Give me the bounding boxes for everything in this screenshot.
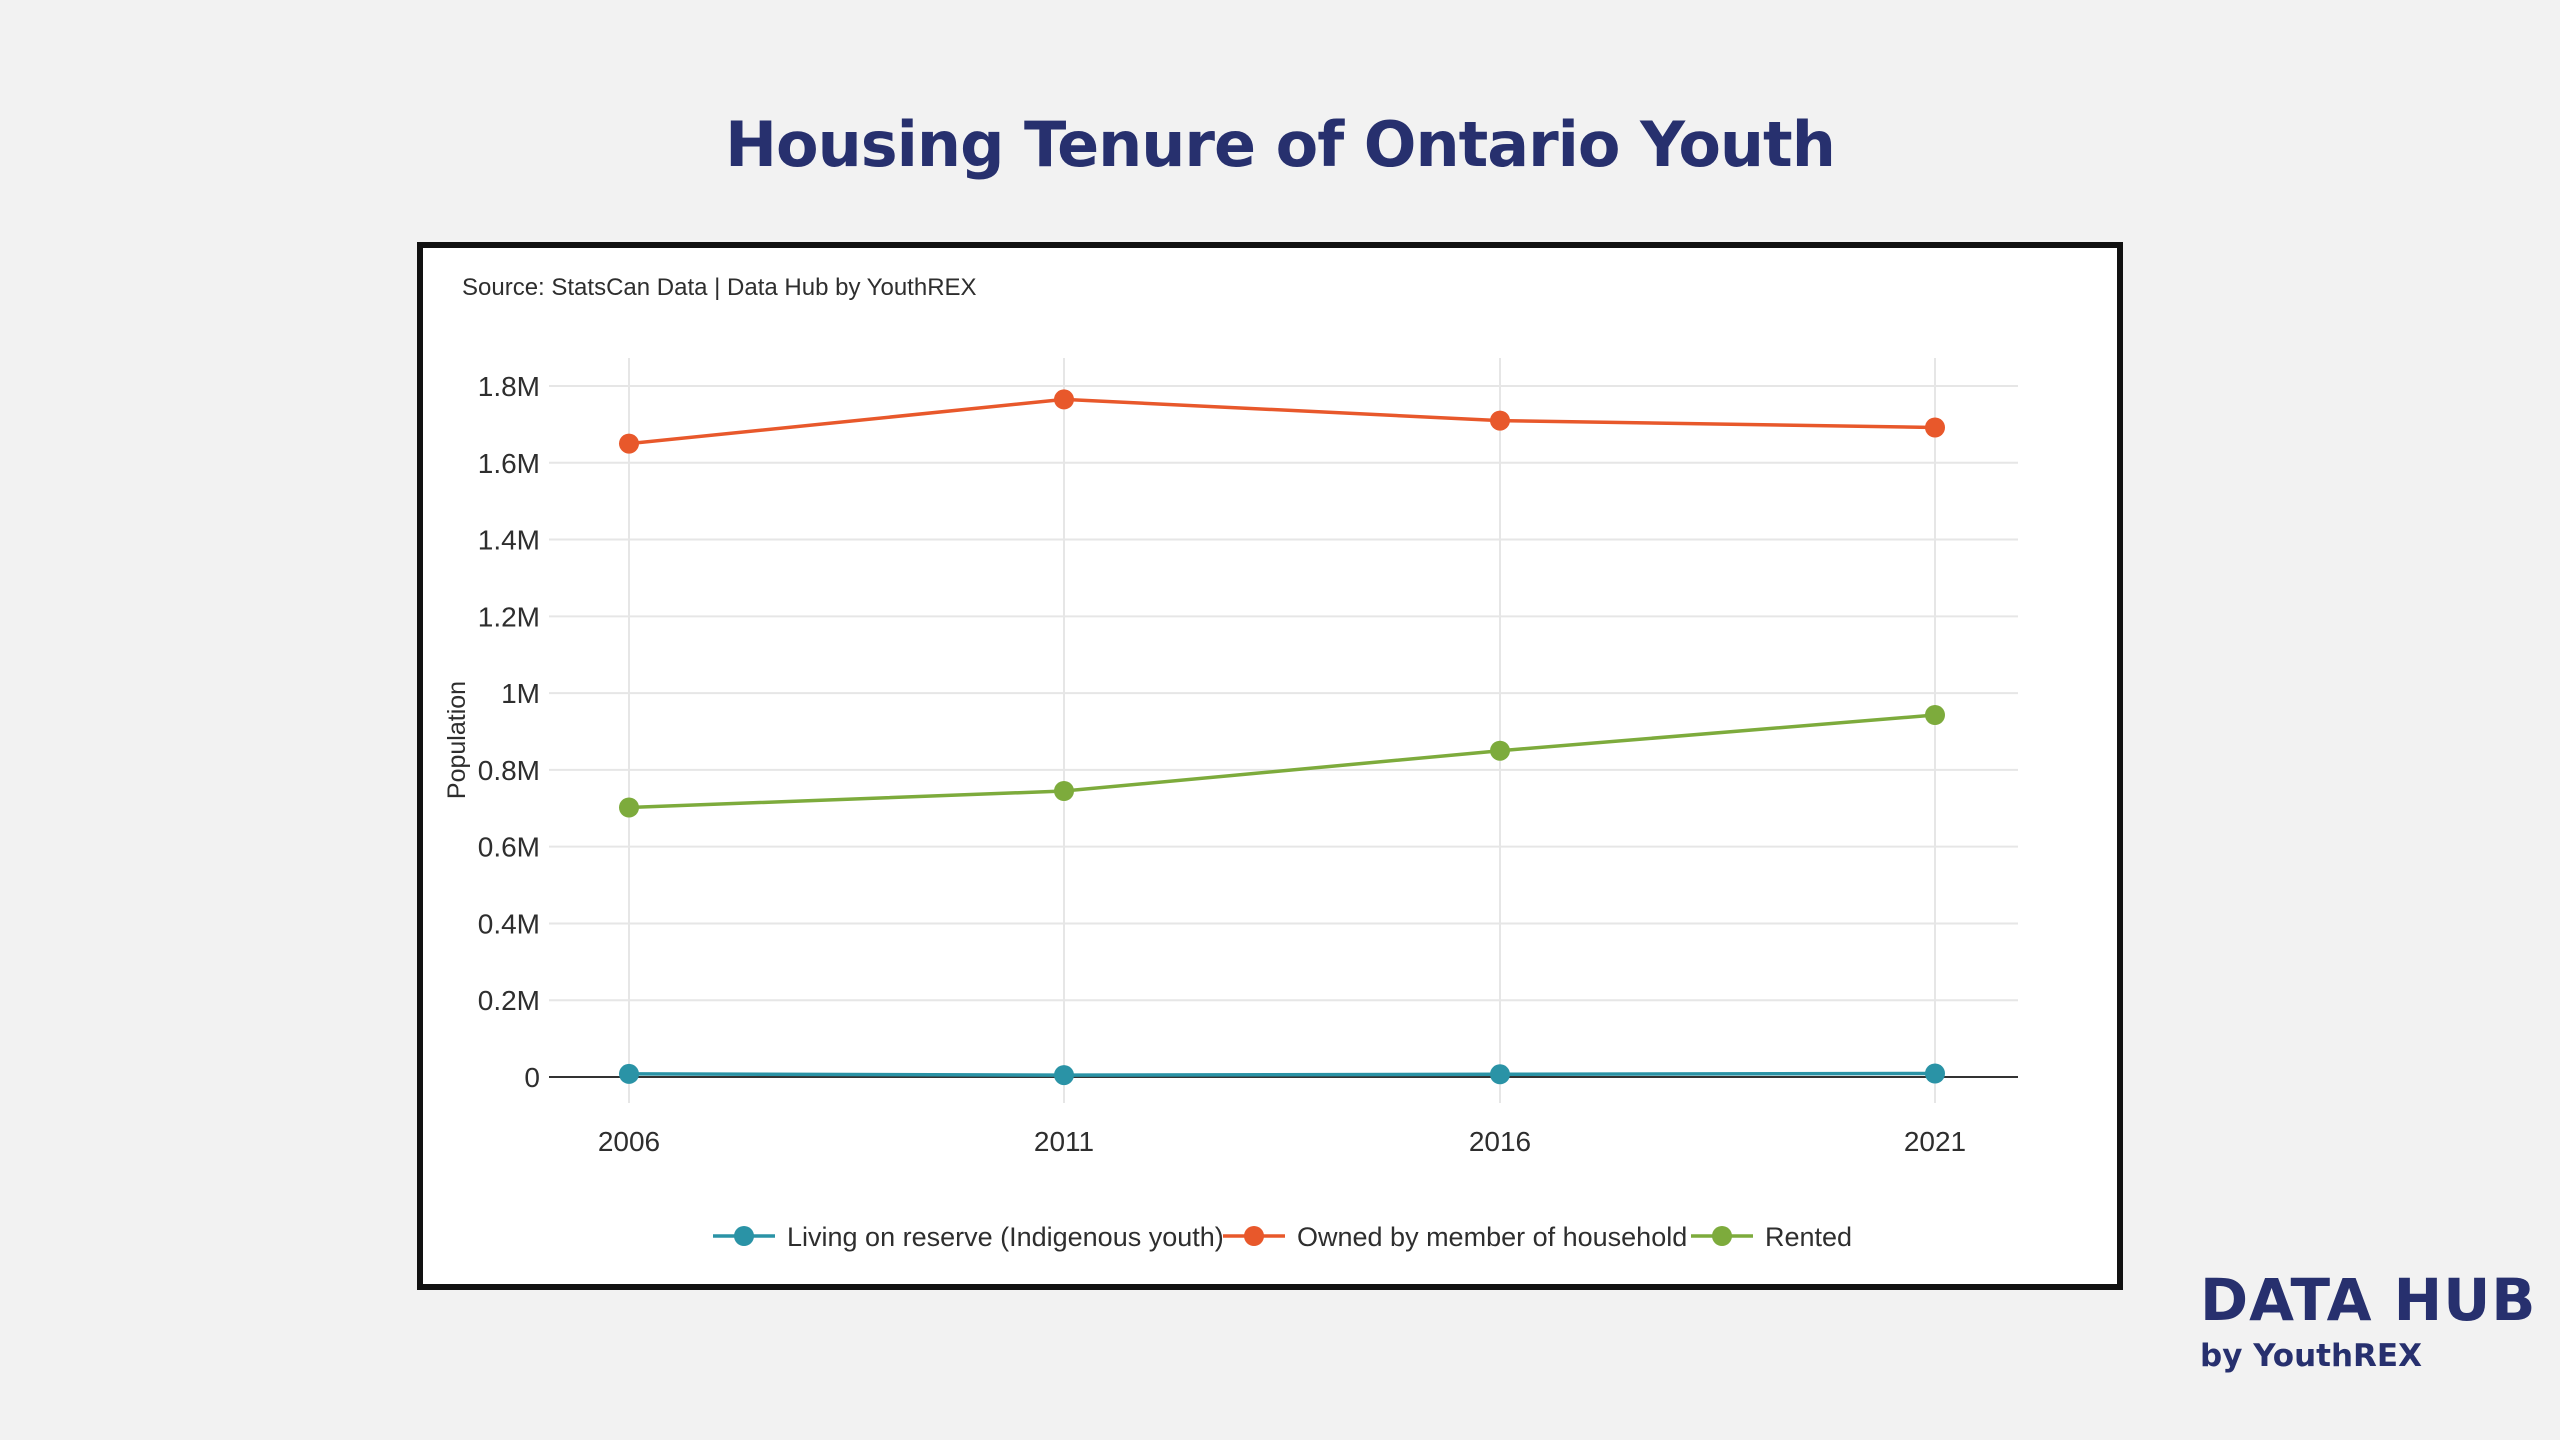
y-axis-label: Population [443, 681, 471, 799]
legend-label: Rented [1765, 1222, 1852, 1252]
y-tick-label: 0 [524, 1062, 540, 1093]
x-tick-label: 2021 [1904, 1126, 1966, 1157]
data-point [1925, 705, 1945, 725]
grid-lines [549, 358, 2018, 1103]
y-tick-label: 0.4M [478, 908, 540, 939]
series-line [628, 1071, 1936, 1077]
y-tick-label: 1.2M [478, 601, 540, 632]
data-point [1054, 1065, 1074, 1086]
legend-label: Living on reserve (Indigenous youth) [787, 1222, 1224, 1252]
y-tick-label: 1.4M [478, 525, 540, 556]
page-title: Housing Tenure of Ontario Youth [725, 108, 1836, 181]
data-point [1925, 417, 1945, 438]
chart-frame: Source: StatsCan Data | Data Hub by Yout… [417, 242, 2123, 1290]
x-tick-label: 2011 [1034, 1126, 1094, 1157]
source-note: Source: StatsCan Data | Data Hub by Yout… [462, 274, 977, 301]
line-chart: 0 0.2M 0.4M 0.6M 0.8M 1M 1.2M 1.4M 1.6M 1.8M 2006… [443, 358, 2018, 1252]
x-tick-label: 2016 [1469, 1126, 1531, 1157]
series-lines [619, 389, 1945, 1086]
y-tick-label: 0.8M [478, 755, 540, 786]
legend-swatch-marker [734, 1226, 754, 1246]
brand-logo: DATA HUB by YouthREX [2200, 1268, 2537, 1376]
data-point [1054, 781, 1074, 801]
series-line [628, 713, 1936, 810]
legend-swatch-marker [1244, 1226, 1264, 1246]
data-point [1054, 389, 1074, 410]
x-tick-labels: 2006 2011 2016 2021 [598, 1126, 1966, 1157]
data-point [619, 1063, 639, 1084]
legend-label: Owned by member of household [1297, 1222, 1687, 1252]
series-line [628, 397, 1936, 446]
data-point [619, 797, 639, 818]
y-tick-label: 1M [501, 678, 540, 709]
y-tick-labels: 0 0.2M 0.4M 0.6M 0.8M 1M 1.2M 1.4M 1.6M 1.8M [478, 371, 540, 1093]
brand-tagline: by YouthREX [2200, 1338, 2422, 1374]
y-tick-label: 0.2M [478, 985, 540, 1016]
data-point [1490, 740, 1510, 761]
x-tick-label: 2006 [598, 1126, 660, 1157]
y-tick-label: 1.8M [478, 371, 540, 402]
legend-swatch-marker [1712, 1226, 1732, 1246]
data-point [1490, 1064, 1510, 1085]
data-point [1490, 410, 1510, 431]
data-point [619, 433, 639, 454]
legend: Living on reserve (Indigenous youth) Owne… [713, 1222, 1852, 1252]
brand-name: DATA HUB [2200, 1266, 2537, 1334]
y-tick-label: 1.6M [478, 448, 540, 479]
data-point [1925, 1063, 1945, 1084]
y-tick-label: 0.6M [478, 832, 540, 863]
